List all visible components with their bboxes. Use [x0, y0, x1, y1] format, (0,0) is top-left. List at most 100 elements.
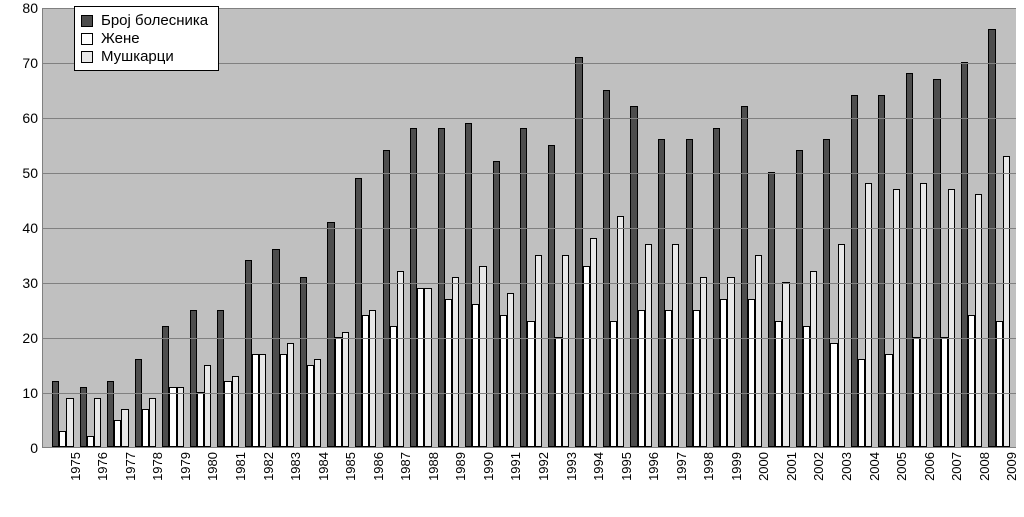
- bar: [961, 62, 968, 447]
- bar: [996, 321, 1003, 448]
- x-axis-label: 2000: [756, 452, 771, 481]
- bar: [438, 128, 445, 447]
- bar: [686, 139, 693, 447]
- bar: [335, 337, 342, 447]
- bar: [658, 139, 665, 447]
- bar: [287, 343, 294, 448]
- bar: [272, 249, 279, 447]
- gridline: [43, 393, 1016, 394]
- bar: [913, 337, 920, 447]
- x-axis-label: 1985: [343, 452, 358, 481]
- x-axis-label: 1976: [95, 452, 110, 481]
- bar: [94, 398, 101, 448]
- legend-label: Мушкарци: [101, 48, 174, 65]
- bar: [665, 310, 672, 448]
- bar: [66, 398, 73, 448]
- bar: [190, 310, 197, 448]
- bar: [782, 282, 789, 447]
- x-axis-label: 1986: [371, 452, 386, 481]
- bar: [87, 436, 94, 447]
- bar: [383, 150, 390, 447]
- x-axis-label: 1982: [261, 452, 276, 481]
- bar: [583, 266, 590, 448]
- bar: [865, 183, 872, 447]
- y-axis-label: 30: [8, 275, 38, 291]
- bar: [941, 337, 948, 447]
- legend-swatch: [81, 15, 93, 27]
- bar: [727, 277, 734, 448]
- x-axis-label: 1995: [619, 452, 634, 481]
- bar: [693, 310, 700, 448]
- bar: [355, 178, 362, 448]
- bar: [520, 128, 527, 447]
- bar: [610, 321, 617, 448]
- bar: [885, 354, 892, 448]
- bar: [142, 409, 149, 448]
- y-axis-label: 80: [8, 0, 38, 16]
- gridline: [43, 228, 1016, 229]
- y-axis-label: 20: [8, 330, 38, 346]
- x-axis-label: 2005: [894, 452, 909, 481]
- x-axis-label: 2008: [977, 452, 992, 481]
- bar: [906, 73, 913, 447]
- bar: [933, 79, 940, 448]
- x-axis-label: 1994: [591, 452, 606, 481]
- bar: [52, 381, 59, 447]
- bar: [500, 315, 507, 447]
- legend-item: Мушкарци: [81, 48, 208, 65]
- x-axis-label: 1978: [150, 452, 165, 481]
- x-axis-label: 2003: [839, 452, 854, 481]
- bar: [369, 310, 376, 448]
- bar: [810, 271, 817, 447]
- x-axis-label: 2006: [922, 452, 937, 481]
- y-axis-label: 60: [8, 110, 38, 126]
- bar: [748, 299, 755, 448]
- bar: [638, 310, 645, 448]
- bar: [720, 299, 727, 448]
- gridline: [43, 338, 1016, 339]
- bar: [796, 150, 803, 447]
- bar: [672, 244, 679, 448]
- bar: [575, 57, 582, 448]
- x-axis-label: 1984: [316, 452, 331, 481]
- bar: [114, 420, 121, 448]
- bar: [472, 304, 479, 447]
- bar: [162, 326, 169, 447]
- bar: [217, 310, 224, 448]
- bar: [424, 288, 431, 448]
- bar: [135, 359, 142, 447]
- bar: [342, 332, 349, 448]
- bar: [232, 376, 239, 448]
- bar: [300, 277, 307, 448]
- bar: [197, 392, 204, 447]
- bar: [768, 172, 775, 447]
- bar: [224, 381, 231, 447]
- x-axis-label: 1997: [674, 452, 689, 481]
- bar: [803, 326, 810, 447]
- bar: [555, 337, 562, 447]
- bar: [204, 365, 211, 448]
- x-axis-label: 2004: [867, 452, 882, 481]
- bar: [149, 398, 156, 448]
- y-axis-label: 70: [8, 55, 38, 71]
- bar: [838, 244, 845, 448]
- gridline: [43, 118, 1016, 119]
- bar: [410, 128, 417, 447]
- bar: [775, 321, 782, 448]
- bar: [823, 139, 830, 447]
- bar: [493, 161, 500, 447]
- y-axis-label: 0: [8, 440, 38, 456]
- bar: [617, 216, 624, 447]
- bar: [713, 128, 720, 447]
- x-axis-label: 1999: [729, 452, 744, 481]
- bar: [121, 409, 128, 448]
- bar: [245, 260, 252, 447]
- x-axis-label: 2001: [784, 452, 799, 481]
- bar: [548, 145, 555, 448]
- bar: [878, 95, 885, 447]
- bar: [527, 321, 534, 448]
- legend-item: Жене: [81, 30, 208, 47]
- bar: [452, 277, 459, 448]
- chart-container: Број болесникаЖенеМушкарци 0102030405060…: [0, 0, 1024, 517]
- bar: [741, 106, 748, 447]
